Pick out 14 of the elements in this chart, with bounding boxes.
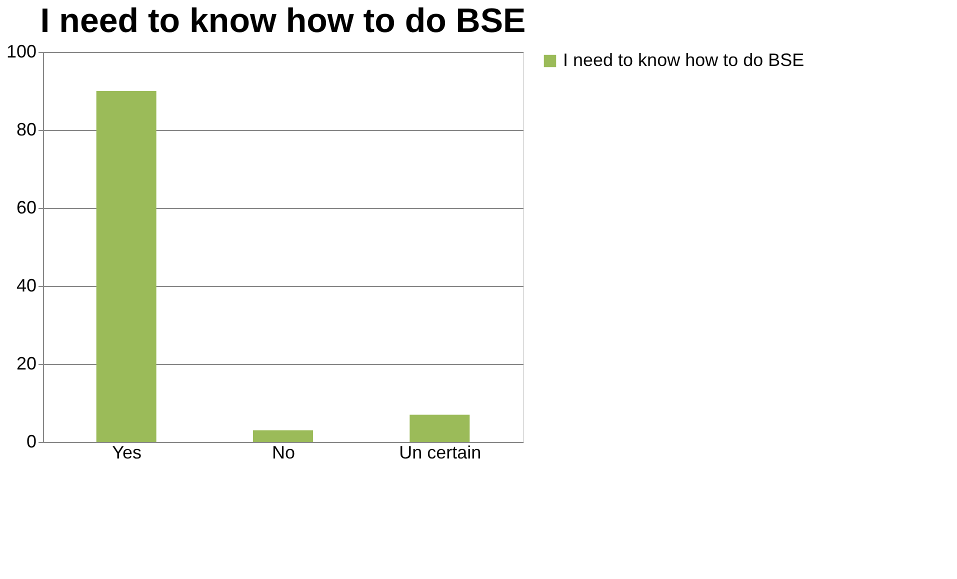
bar [410,414,470,442]
y-tick-label: 20 [16,354,36,374]
x-tick-label: Yes [112,442,142,462]
bar [253,430,313,442]
y-tick-label: 0 [26,432,36,452]
bar [96,91,156,442]
legend-label: I need to know how to do BSE [563,50,804,70]
y-tick-label: 40 [16,276,36,296]
y-tick-label: 100 [6,42,36,62]
y-tick-label: 60 [16,198,36,218]
chart-title: I need to know how to do BSE [40,2,526,40]
x-tick-label: No [272,442,296,462]
y-tick-label: 80 [16,120,36,140]
x-tick-label: Un certain [399,442,482,462]
